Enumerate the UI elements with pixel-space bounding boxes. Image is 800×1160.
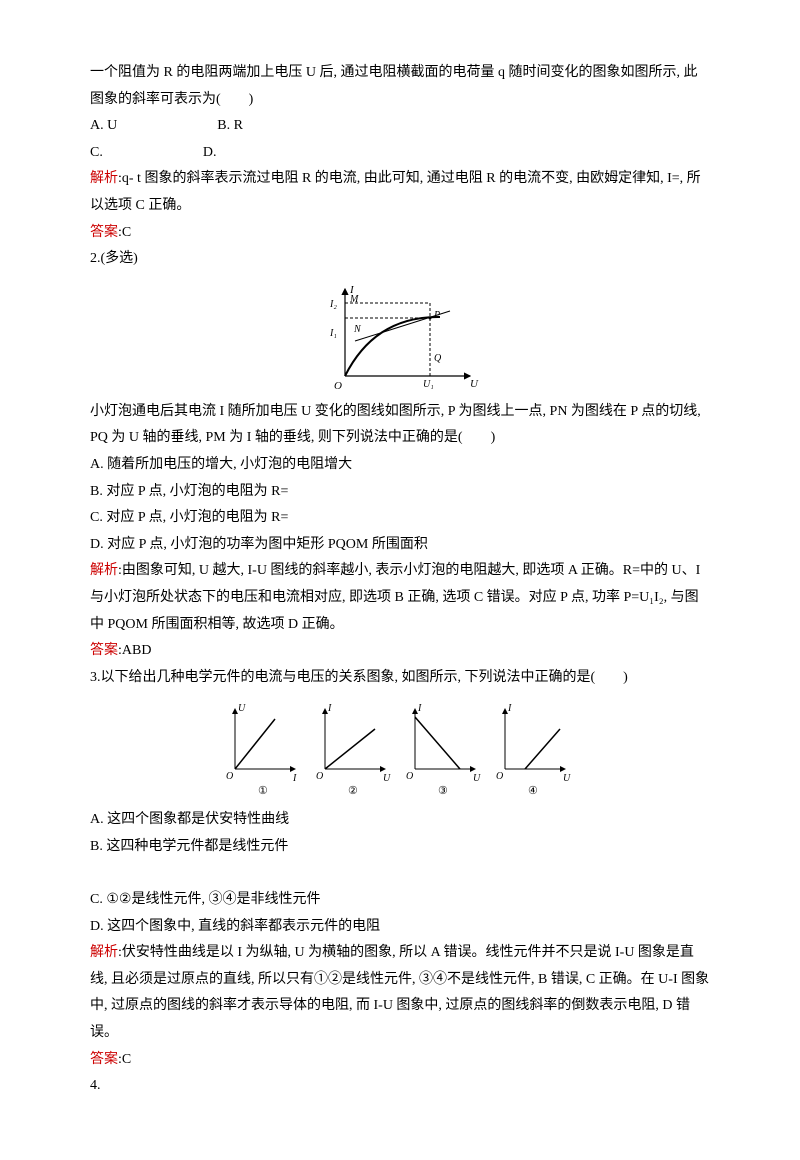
q3-header: 3.以下给出几种电学元件的电流与电压的关系图象, 如图所示, 下列说法中正确的是… [90, 665, 710, 692]
q1-expl-text: :q- t 图象的斜率表示流过电阻 R 的电流, 由此可知, 通过电阻 R 的电… [90, 171, 701, 213]
q3-optD: D. 这四个图象中, 直线的斜率都表示元件的电阻 [90, 914, 710, 941]
q1-options: A. U B. R [90, 113, 710, 140]
q1-answer: 答案:C [90, 220, 710, 247]
svg-text:P: P [433, 310, 440, 321]
svg-text:O: O [334, 380, 342, 391]
q2-optB: B. 对应 P 点, 小灯泡的电阻为 R= [90, 479, 710, 506]
svg-text:U: U [470, 378, 479, 390]
svg-text:M: M [349, 294, 359, 305]
svg-text:U: U [473, 773, 481, 784]
svg-text:I: I [327, 703, 332, 714]
q3-graphs: U I O ① I U O ② I U O ③ I U O ④ [210, 699, 590, 799]
q2-graph-wrap: I U O I₂ I₁ M N P Q U₁ [90, 281, 710, 391]
q2-expl-label: 解析 [90, 563, 118, 578]
svg-text:I: I [292, 773, 297, 784]
q3-answer: 答案:C [90, 1047, 710, 1074]
svg-text:I: I [507, 703, 512, 714]
q1-ans-text: :C [118, 225, 131, 240]
svg-text:②: ② [348, 785, 358, 797]
q2-ans-text: :ABD [118, 643, 151, 658]
q3-expl-label: 解析 [90, 945, 118, 960]
svg-text:U: U [238, 703, 246, 714]
svg-text:③: ③ [438, 785, 448, 797]
svg-text:U: U [383, 773, 391, 784]
q3-ans-label: 答案 [90, 1052, 118, 1067]
q3-gap [90, 860, 710, 887]
svg-text:④: ④ [528, 785, 538, 797]
svg-text:O: O [406, 771, 413, 782]
q1-optD: D. [203, 140, 217, 167]
svg-text:N: N [353, 324, 362, 335]
svg-text:U: U [563, 773, 571, 784]
q3-graphs-wrap: U I O ① I U O ② I U O ③ I U O ④ [90, 699, 710, 799]
q1-optA: A. U [90, 113, 117, 140]
q2-optA: A. 随着所加电压的增大, 小灯泡的电阻增大 [90, 452, 710, 479]
q3-optB: B. 这四种电学元件都是线性元件 [90, 834, 710, 861]
svg-text:O: O [496, 771, 503, 782]
q3-ans-text: :C [118, 1052, 131, 1067]
q2-ans-label: 答案 [90, 643, 118, 658]
q4-num: 4. [90, 1073, 710, 1100]
q2-num: 2. [90, 251, 101, 266]
q2-body: 小灯泡通电后其电流 I 随所加电压 U 变化的图线如图所示, P 为图线上一点,… [90, 399, 710, 452]
q2-optC: C. 对应 P 点, 小灯泡的电阻为 R= [90, 505, 710, 532]
svg-text:O: O [226, 771, 233, 782]
svg-text:I₁: I₁ [329, 328, 337, 339]
q1-expl-label: 解析 [90, 171, 118, 186]
q2-graph: I U O I₂ I₁ M N P Q U₁ [320, 281, 480, 391]
q2-explanation: 解析:由图象可知, U 越大, I-U 图线的斜率越小, 表示小灯泡的电阻越大,… [90, 558, 710, 638]
q3-explanation: 解析:伏安特性曲线是以 I 为纵轴, U 为横轴的图象, 所以 A 错误。线性元… [90, 940, 710, 1046]
q3-num: 3. [90, 670, 101, 685]
q1-options2: C. D. [90, 140, 710, 167]
q2-expl-text: :由图象可知, U 越大, I-U 图线的斜率越小, 表示小灯泡的电阻越大, 即… [90, 563, 700, 631]
q1-intro: 一个阻值为 R 的电阻两端加上电压 U 后, 通过电阻横截面的电荷量 q 随时间… [90, 60, 710, 113]
q1-ans-label: 答案 [90, 225, 118, 240]
q2-answer: 答案:ABD [90, 638, 710, 665]
q3-expl-text: :伏安特性曲线是以 I 为纵轴, U 为横轴的图象, 所以 A 错误。线性元件并… [90, 945, 709, 1040]
svg-text:Q: Q [434, 353, 442, 364]
q3-optA: A. 这四个图象都是伏安特性曲线 [90, 807, 710, 834]
svg-text:I₂: I₂ [329, 299, 337, 310]
q2-tag: (多选) [101, 251, 138, 266]
svg-text:O: O [316, 771, 323, 782]
q1-explanation: 解析:q- t 图象的斜率表示流过电阻 R 的电流, 由此可知, 通过电阻 R … [90, 166, 710, 219]
q2-header: 2.(多选) [90, 246, 710, 273]
q3-optC: C. ①②是线性元件, ③④是非线性元件 [90, 887, 710, 914]
svg-text:①: ① [258, 785, 268, 797]
q2-optD: D. 对应 P 点, 小灯泡的功率为图中矩形 PQOM 所围面积 [90, 532, 710, 559]
q1-optB: B. R [217, 113, 243, 140]
q3-body: 以下给出几种电学元件的电流与电压的关系图象, 如图所示, 下列说法中正确的是( … [101, 670, 628, 685]
svg-text:I: I [417, 703, 422, 714]
q1-optC: C. [90, 140, 103, 167]
svg-text:U₁: U₁ [423, 379, 434, 390]
